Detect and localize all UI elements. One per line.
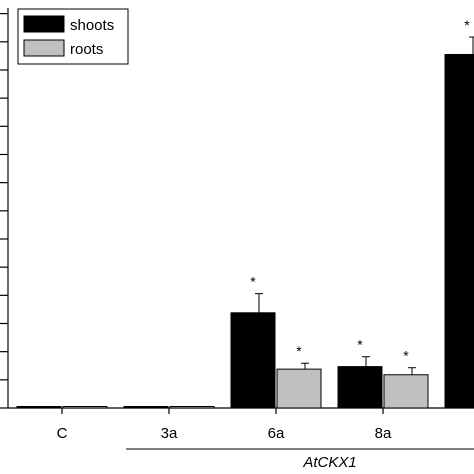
x-tick-label: 3a [161,425,178,442]
legend-label-roots: roots [70,41,103,58]
legend-label-shoots: shoots [70,17,114,34]
bar-roots-C [62,406,108,409]
significance-markers: * * * * * [250,17,470,364]
significance-marker: * [464,17,470,33]
significance-marker: * [296,343,302,359]
x-axis [8,407,474,414]
bar-shoots-group5 [444,53,474,409]
legend-swatch-roots [23,39,65,57]
bar-roots-6a [276,368,322,409]
bar-roots-8a [383,374,429,409]
group-label: AtCKX1 [302,454,356,471]
x-tick-label: 8a [375,425,392,442]
x-tick-label: 6a [268,425,285,442]
legend-swatch-shoots [23,15,65,33]
significance-marker: * [403,348,409,364]
bars [16,53,474,409]
significance-marker: * [250,274,256,290]
group-bracket: AtCKX1 [126,448,474,471]
bar-shoots-8a [337,366,383,409]
bar-shoots-6a [230,312,276,409]
x-tick-label: C [57,425,68,442]
x-tick-labels: C 3a 6a 8a [57,425,392,442]
bar-shoots-C [16,406,62,409]
bar-roots-3a [169,406,215,409]
y-axis [0,8,9,409]
bar-shoots-3a [123,406,169,409]
legend: shoots roots [17,8,129,65]
significance-marker: * [357,337,363,353]
error-bars [255,36,474,375]
